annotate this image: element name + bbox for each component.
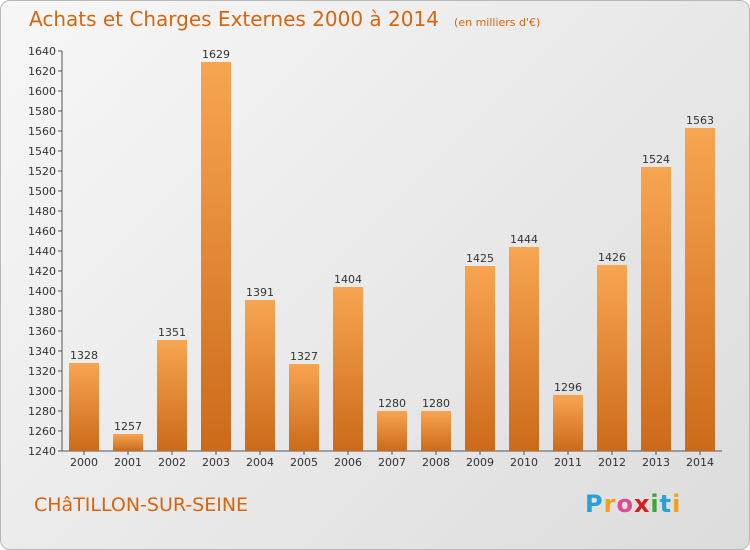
value-label: 1280 [422,397,450,410]
x-tick-label: 2013 [642,456,670,469]
y-tick-label: 1360 [28,325,56,338]
value-label: 1404 [334,273,362,286]
x-tick-label: 2000 [70,456,98,469]
value-label: 1296 [554,381,582,394]
y-tick-label: 1260 [28,425,56,438]
y-tick-label: 1380 [28,305,56,318]
y-tick-label: 1320 [28,365,56,378]
x-tick-label: 2003 [202,456,230,469]
y-tick-label: 1400 [28,285,56,298]
y-tick-label: 1340 [28,345,56,358]
x-tick-label: 2001 [114,456,142,469]
y-tick-label: 1440 [28,245,56,258]
x-tick-label: 2014 [686,456,714,469]
y-tick-label: 1560 [28,125,56,138]
y-tick-label: 1480 [28,205,56,218]
x-tick-label: 2011 [554,456,582,469]
commune-name: CHâTILLON-SUR-SEINE [34,494,249,516]
y-tick-label: 1520 [28,165,56,178]
chart-title: Achats et Charges Externes 2000 à 2014 [29,7,439,31]
bar [421,411,451,451]
bar [333,287,363,451]
logo-letter: i [672,490,682,518]
value-label: 1327 [290,350,318,363]
logo-letter: i [650,490,660,518]
value-label: 1629 [202,48,230,61]
bar [641,167,671,451]
x-tick-label: 2007 [378,456,406,469]
y-tick-label: 1240 [28,445,56,458]
value-label: 1563 [686,114,714,127]
bar [553,395,583,451]
bar [289,364,319,451]
value-label: 1391 [246,286,274,299]
value-label: 1425 [466,252,494,265]
value-label: 1426 [598,251,626,264]
value-label: 1444 [510,233,538,246]
y-tick-label: 1620 [28,65,56,78]
y-axis-labels: 1240 1260 1280 1300 1320 1340 1360 1380 1400 1420… [28,45,56,458]
logo-letter: o [616,490,634,518]
y-tick-label: 1640 [28,45,56,58]
bar [509,247,539,451]
y-tick-label: 1580 [28,105,56,118]
logo-letter: P [585,490,604,518]
value-labels: 1328 1257 1351 1629 1391 1327 1404 1280 1280 1425… [70,48,714,433]
x-tick-label: 2002 [158,456,186,469]
value-label: 1524 [642,153,670,166]
x-tick-label: 2009 [466,456,494,469]
y-tick-label: 1460 [28,225,56,238]
bar [685,128,715,451]
x-tick-label: 2012 [598,456,626,469]
y-tick-label: 1420 [28,265,56,278]
value-label: 1280 [378,397,406,410]
bar [465,266,495,451]
bar [113,434,143,451]
chart-subtitle: (en milliers d'€) [454,16,541,29]
x-tick-label: 2005 [290,456,318,469]
bar [157,340,187,451]
proxiti-logo: Proxiti [585,490,681,518]
x-axis-labels: 2000 2001 2002 2003 2004 2005 2006 2007 2008 2009… [70,456,714,469]
y-tick-label: 1600 [28,85,56,98]
bar [201,62,231,451]
logo-letter: t [659,490,673,518]
value-label: 1351 [158,326,186,339]
x-tick-label: 2006 [334,456,362,469]
value-label: 1328 [70,349,98,362]
chart-bars [69,62,715,451]
x-tick-label: 2008 [422,456,450,469]
x-tick-label: 2004 [246,456,274,469]
chart-header: Achats et Charges Externes 2000 à 2014 (… [29,7,540,31]
y-tick-label: 1300 [28,385,56,398]
bar [245,300,275,451]
y-tick-label: 1280 [28,405,56,418]
bar [69,363,99,451]
bar [597,265,627,451]
y-tick-label: 1500 [28,185,56,198]
x-tick-label: 2010 [510,456,538,469]
logo-letter: x [633,490,651,518]
y-tick-label: 1540 [28,145,56,158]
bar [377,411,407,451]
value-label: 1257 [114,420,142,433]
logo-letter: r [603,490,617,518]
